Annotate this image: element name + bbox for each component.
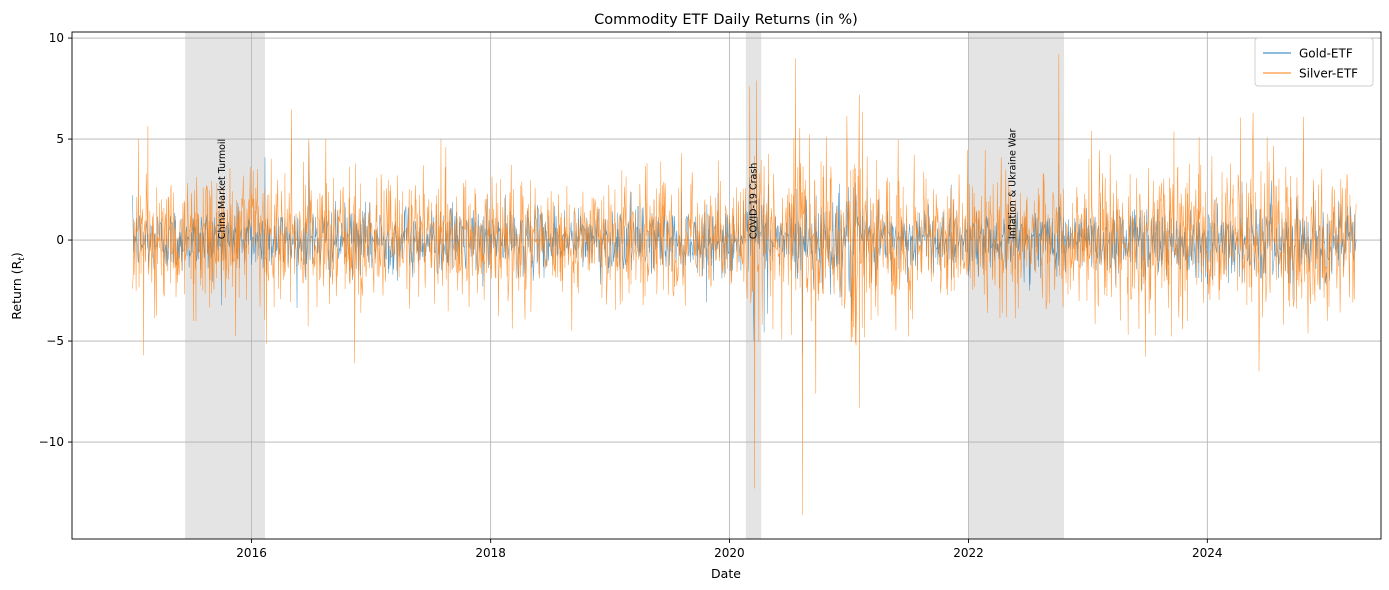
y-axis-label-subscript: t xyxy=(17,257,27,261)
y-tick-label-4: −10 xyxy=(39,435,64,449)
legend-label-gold-etf: Gold-ETF xyxy=(1299,47,1353,61)
y-axis-label-main: Return (R xyxy=(9,260,24,319)
plot-area: China Market Turmoil COVID-19 Crash Inflat… xyxy=(39,31,1382,560)
y-tick-label-1: 5 xyxy=(56,132,64,146)
x-tick-label-1: 2018 xyxy=(475,546,506,560)
y-axis-label-close: ) xyxy=(9,252,24,257)
y-tick-label-2: 0 xyxy=(56,233,64,247)
legend: Gold-ETF Silver-ETF xyxy=(1254,37,1374,87)
legend-box xyxy=(1254,37,1374,87)
event-label-2: Inflation & Ukraine War xyxy=(1008,129,1019,240)
x-tick-label-3: 2022 xyxy=(953,546,984,560)
x-axis-label: Date xyxy=(711,566,741,581)
series-line-silver-etf xyxy=(132,54,1357,515)
x-tick-label-2: 2020 xyxy=(714,546,745,560)
x-tick-label-4: 2024 xyxy=(1192,546,1223,560)
event-region-2 xyxy=(968,32,1065,539)
axes-frame xyxy=(71,31,1382,540)
y-axis-label: Return (Rt) xyxy=(9,252,27,319)
chart-title: Commodity ETF Daily Returns (in %) xyxy=(594,12,858,28)
event-label-1: COVID-19 Crash xyxy=(749,163,760,239)
x-tick-label-0: 2016 xyxy=(236,546,267,560)
event-label-0: China Market Turmoil xyxy=(217,139,228,239)
y-tick-label-3: −5 xyxy=(46,334,64,348)
y-tick-label-0: 10 xyxy=(49,31,64,45)
legend-label-silver-etf: Silver-ETF xyxy=(1299,67,1358,81)
